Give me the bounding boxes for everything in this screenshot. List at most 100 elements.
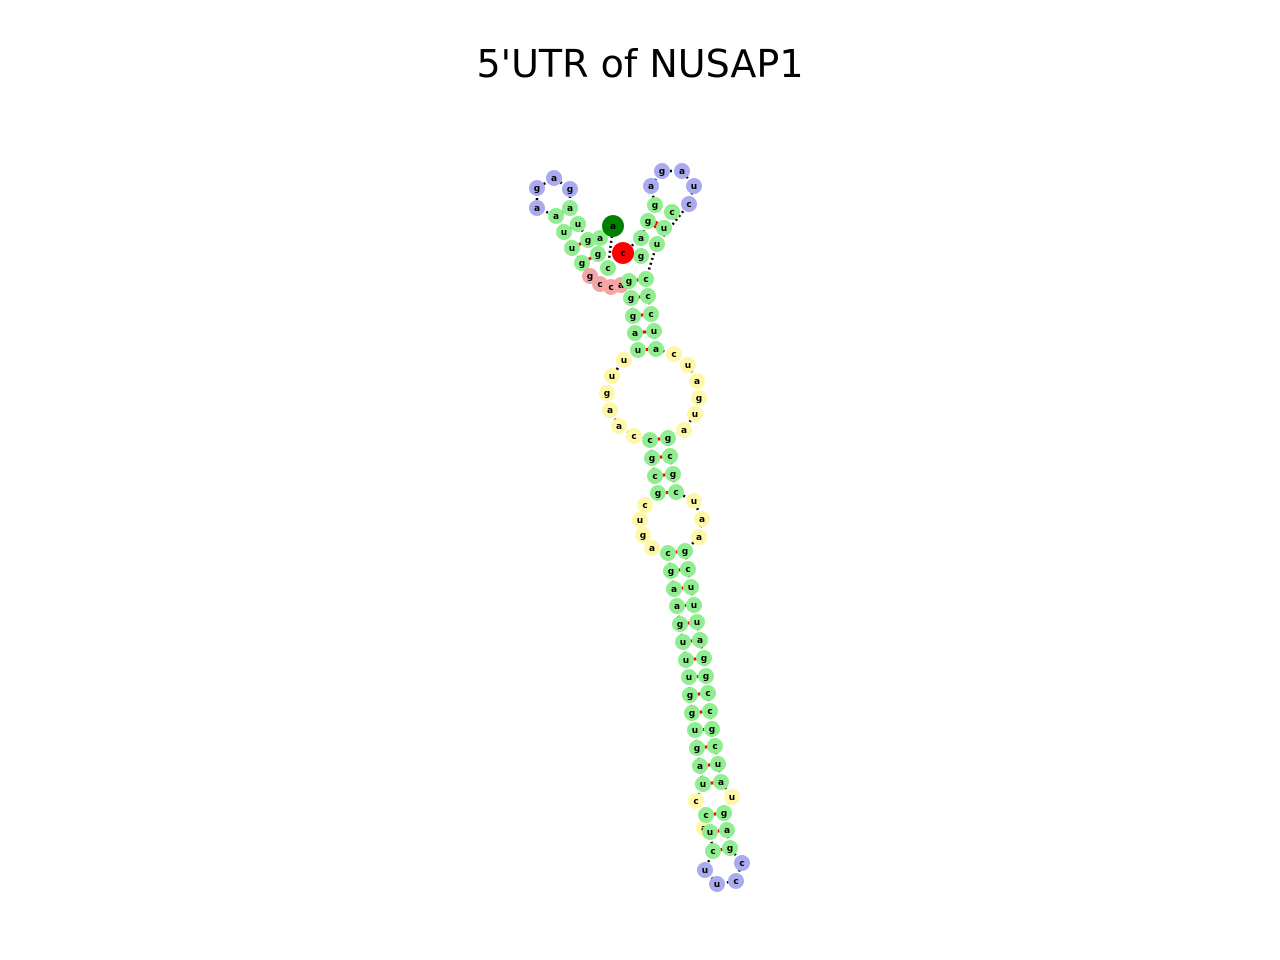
nt-right-loop-1-dot	[654, 163, 670, 179]
nt-il2-left-3-dot	[644, 540, 660, 556]
five-prime-end-label: a	[610, 222, 616, 232]
nt-il1-left-3-label: a	[607, 406, 613, 416]
nt-il1-right-3-dot	[691, 390, 707, 406]
nt-stem2-left-1-label: g	[649, 454, 655, 464]
nt-il1-left-4-label: a	[616, 422, 622, 432]
nt-stem3-left-5-dot	[675, 634, 691, 650]
nt-il3-right-0-dot	[724, 789, 740, 805]
nt-stem1-right-3-label: u	[651, 327, 657, 337]
nt-stem3-left-3-label: a	[674, 602, 680, 612]
nt-stem3-right-11-label: c	[712, 742, 717, 752]
nt-stem1-left-1-dot	[623, 290, 639, 306]
nt-stem2-left-0-dot	[642, 432, 658, 448]
nt-3prime-partner-dot	[633, 248, 649, 264]
nt-stem3-left-2-label: a	[671, 585, 677, 595]
nt-left-stem-5p-0-label: a	[567, 204, 573, 214]
nt-il1-right-2-dot	[689, 373, 705, 389]
nt-right-stem-3p-2-dot	[649, 236, 665, 252]
nt-il1-right-0-label: c	[671, 350, 676, 360]
nt-stem1-right-1-label: c	[645, 292, 650, 302]
nt-stem1-right-2-label: c	[648, 310, 653, 320]
nt-il1-right-1-dot	[680, 357, 696, 373]
nt-terminal-loop-0-dot	[697, 862, 713, 878]
nt-left-stem-5p-1-dot	[570, 216, 586, 232]
nt-stem3-right-8-label: c	[705, 689, 710, 699]
nt-il1-left-2-dot	[599, 385, 615, 401]
nt-il1-right-3-label: g	[696, 394, 702, 404]
nt-stem3-right-13-dot	[713, 774, 729, 790]
nt-il1-left-1-label: u	[609, 372, 615, 382]
nt-il2-left-3-label: a	[649, 544, 655, 554]
nt-terminal-loop-2-dot	[728, 873, 744, 889]
nt-stem3-left-9-label: g	[689, 709, 695, 719]
nt-stem1-right-4-dot	[648, 341, 664, 357]
nt-il1-left-1-dot	[604, 368, 620, 384]
nt-right-stem-5p-0-label: a	[638, 234, 644, 244]
nt-left-stem-5p-1-label: u	[575, 220, 581, 230]
nt-left-stem-3p-4-dot	[592, 230, 608, 246]
nt-terminal-loop-3-label: c	[739, 859, 744, 869]
nt-stem3-left-6-dot	[678, 652, 694, 668]
nt-left-stem-5p-2-dot	[580, 232, 596, 248]
nt-right-loop-0-dot	[643, 178, 659, 194]
nt-left-stem-3p-0-dot	[548, 208, 564, 224]
nt-stem3-left-10-label: u	[692, 726, 698, 736]
nt-il1-right-5-label: a	[681, 426, 687, 436]
nt-il1-right-1-label: u	[685, 361, 691, 371]
nt-stem3-right-7-dot	[698, 668, 714, 684]
nt-stem2-right-2-label: g	[670, 470, 676, 480]
nt-stem3-right-5-label: a	[697, 636, 703, 646]
nt-stem3-left-4-label: g	[677, 620, 683, 630]
nt-stem3-right-12-dot	[710, 756, 726, 772]
nt-stem3-left-1-label: g	[668, 567, 674, 577]
nt-il2-right-2-label: a	[696, 533, 702, 543]
nt-terminal-stem-right-1-dot	[719, 822, 735, 838]
nt-right-loop-2-label: a	[679, 167, 685, 177]
nt-stem3-left-0-dot	[660, 545, 676, 561]
nt-right-stem-5p-1-dot	[640, 213, 656, 229]
nt-il2-right-0-label: u	[691, 497, 697, 507]
nt-il1-right-4-label: u	[692, 410, 698, 420]
backbone-left-hairpin-3p	[536, 206, 557, 218]
nt-stem3-right-9-label: c	[707, 707, 712, 717]
nt-stem3-left-11-dot	[689, 740, 705, 756]
nt-left-stem-5p-3-label: g	[595, 250, 601, 260]
nt-stem3-right-9-dot	[702, 703, 718, 719]
nt-unpaired-2-label: c	[608, 283, 613, 293]
nt-stem3-left-2-dot	[666, 581, 682, 597]
nt-left-stem-3p-3-label: g	[579, 259, 585, 269]
nt-stem3-right-1-dot	[680, 561, 696, 577]
nt-left-stem-5p-4-dot	[600, 260, 616, 276]
nt-il2-left-0-label: c	[642, 501, 647, 511]
nt-right-loop-4-label: c	[686, 200, 691, 210]
nt-stem1-right-3-dot	[646, 323, 662, 339]
nt-right-stem-5p-2-label: g	[652, 201, 658, 211]
nt-right-stem-5p-2-dot	[647, 197, 663, 213]
nt-terminal-stem-left-1-dot	[702, 824, 718, 840]
nt-il2-left-2-label: g	[640, 531, 646, 541]
three-prime-end-label: c	[620, 249, 625, 259]
nt-stem3-right-13-label: a	[718, 778, 724, 788]
nt-stem3-left-8-dot	[682, 687, 698, 703]
nt-stem3-left-4-dot	[672, 616, 688, 632]
nt-il2-left-0-dot	[637, 497, 653, 513]
page-title: 5'UTR of NUSAP1	[476, 42, 804, 86]
nt-il1-left-5-dot	[626, 428, 642, 444]
nt-stem3-left-10-dot	[687, 722, 703, 738]
nt-stem2-right-2-dot	[665, 466, 681, 482]
nt-il3-left-0-dot	[688, 793, 704, 809]
nt-stem3-left-5-label: u	[680, 638, 686, 648]
nt-terminal-stem-right-1-label: a	[724, 826, 730, 836]
nt-stem1-left-4-dot	[630, 342, 646, 358]
nt-stem3-left-11-label: g	[694, 744, 700, 754]
nt-stem3-right-4-dot	[689, 614, 705, 630]
nt-left-stem-3p-0-label: a	[553, 212, 559, 222]
nt-stem2-left-3-dot	[650, 485, 666, 501]
nt-terminal-stem-right-0-dot	[716, 805, 732, 821]
nt-stem1-left-1-label: g	[628, 294, 634, 304]
nt-terminal-loop-1-label: u	[714, 880, 720, 890]
nt-stem3-left-9-dot	[684, 705, 700, 721]
nt-stem3-right-4-label: u	[694, 618, 700, 628]
nt-right-stem-3p-1-label: u	[661, 224, 667, 234]
